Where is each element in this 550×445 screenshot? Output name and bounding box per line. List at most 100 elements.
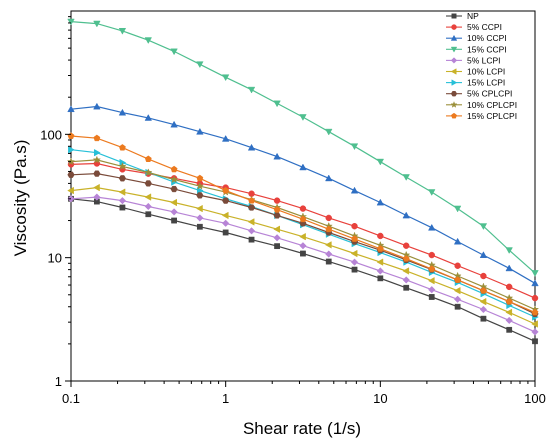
series-10pct-cplcpi	[66, 155, 540, 314]
legend-label: 10% LCPI	[467, 67, 505, 77]
data-point-5pct-ccpi	[273, 197, 281, 204]
data-point-15pct-cplcpi	[505, 298, 513, 305]
legend-label: NP	[467, 11, 479, 21]
data-point-5pct-lcpi	[196, 214, 204, 222]
data-point-np	[196, 223, 203, 230]
legend-item-5pct-ccpi: 5% CCPI	[446, 22, 502, 32]
data-point-15pct-ccpi	[453, 205, 462, 213]
data-point-15pct-cplcpi	[428, 265, 436, 272]
data-point-np	[532, 338, 538, 345]
legend-item-15pct-cplcpi: 15% CPLCPI	[446, 111, 517, 121]
data-point-10pct-ccpi	[118, 108, 127, 116]
data-point-np	[171, 217, 177, 224]
data-point-np	[480, 315, 487, 322]
data-point-5pct-ccpi	[454, 262, 461, 269]
legend-label: 10% CPLCPI	[467, 100, 517, 110]
x-tick-label: 0.1	[62, 391, 80, 406]
data-point-5pct-lcpi	[350, 258, 359, 266]
data-point-5pct-lcpi	[428, 286, 436, 294]
legend-label: 5% CPLCPI	[467, 89, 512, 99]
data-point-5pct-lcpi	[376, 267, 384, 275]
data-point-15pct-ccpi	[376, 158, 385, 166]
data-point-10pct-lcpi	[453, 286, 461, 295]
data-point-5pct-ccpi	[351, 222, 358, 230]
data-point-10pct-ccpi	[273, 152, 281, 160]
series-line-15pct-lcpi	[70, 149, 536, 318]
data-point-10pct-ccpi	[479, 251, 488, 258]
x-tick-label: 1	[222, 391, 229, 406]
data-point-np	[222, 229, 229, 236]
data-point-5pct-cplcpi	[247, 204, 256, 211]
legend-item-15pct-ccpi: 15% CCPI	[446, 44, 507, 54]
data-point-np	[145, 211, 152, 218]
data-point-10pct-ccpi	[505, 264, 513, 272]
legend-item-np: NP	[446, 11, 479, 21]
data-point-np	[274, 243, 280, 250]
legend-marker	[450, 91, 458, 97]
data-point-np	[248, 236, 255, 243]
data-point-10pct-ccpi	[67, 105, 75, 113]
data-point-15pct-ccpi	[325, 128, 333, 136]
data-point-10pct-lcpi	[531, 320, 538, 328]
data-point-15pct-ccpi	[144, 37, 153, 44]
legend-marker	[450, 34, 458, 41]
series-line-10pct-ccpi	[70, 105, 536, 284]
data-point-10pct-cplcpi	[118, 161, 127, 170]
data-point-10pct-lcpi	[324, 241, 332, 249]
data-point-5pct-lcpi	[325, 250, 333, 258]
data-point-np	[506, 326, 513, 333]
data-point-15pct-cplcpi	[402, 255, 410, 262]
data-point-15pct-ccpi	[221, 74, 230, 82]
data-point-5pct-lcpi	[118, 196, 127, 205]
legend-marker	[451, 13, 457, 19]
data-point-5pct-lcpi	[531, 328, 539, 336]
x-axis-title: Shear rate (1/s)	[243, 419, 361, 438]
data-point-15pct-ccpi	[247, 86, 256, 94]
data-point-10pct-ccpi	[196, 127, 204, 135]
data-point-10pct-lcpi	[93, 183, 100, 192]
data-point-5pct-lcpi	[402, 276, 410, 284]
data-point-np	[351, 266, 358, 273]
data-point-10pct-lcpi	[350, 249, 358, 258]
data-point-15pct-cplcpi	[376, 245, 384, 252]
data-point-10pct-ccpi	[428, 223, 436, 231]
series-15pct-cplcpi	[67, 132, 539, 316]
legend-marker	[450, 68, 457, 75]
data-point-5pct-cplcpi	[273, 212, 281, 219]
legend-marker	[450, 57, 458, 64]
legend-marker	[450, 46, 458, 53]
data-point-10pct-ccpi	[325, 174, 333, 182]
data-point-15pct-cplcpi	[67, 132, 75, 139]
data-point-5pct-lcpi	[273, 234, 281, 242]
legend-item-15pct-lcpi: 15% LCPI	[446, 78, 505, 88]
data-point-5pct-cplcpi	[170, 185, 178, 193]
data-point-15pct-ccpi	[196, 61, 204, 69]
legend-item-10pct-lcpi: 10% LCPI	[446, 67, 505, 77]
data-point-5pct-cplcpi	[222, 197, 230, 204]
data-point-15pct-ccpi	[402, 174, 410, 181]
data-point-10pct-ccpi	[453, 237, 462, 245]
data-point-10pct-ccpi	[247, 143, 256, 151]
legend-label: 15% CCPI	[467, 44, 507, 54]
legend-label: 15% LCPI	[467, 78, 505, 88]
data-point-10pct-ccpi	[376, 198, 385, 206]
data-point-5pct-ccpi	[505, 283, 513, 291]
data-point-15pct-ccpi	[505, 247, 513, 254]
data-point-15pct-lcpi	[68, 146, 75, 154]
data-point-15pct-cplcpi	[351, 235, 358, 242]
data-point-10pct-lcpi	[427, 277, 435, 285]
data-point-15pct-cplcpi	[273, 206, 281, 213]
data-point-15pct-ccpi	[299, 114, 307, 121]
data-point-10pct-cplcpi	[195, 181, 205, 190]
legend-marker	[450, 100, 458, 108]
data-point-5pct-ccpi	[428, 251, 435, 259]
data-point-5pct-lcpi	[505, 316, 513, 325]
data-point-5pct-ccpi	[325, 214, 332, 222]
data-point-5pct-cplcpi	[196, 192, 204, 199]
legend-marker	[451, 24, 457, 30]
data-point-15pct-ccpi	[93, 20, 101, 28]
data-point-5pct-cplcpi	[144, 180, 152, 187]
data-point-10pct-ccpi	[144, 114, 153, 121]
data-point-np	[403, 284, 410, 291]
